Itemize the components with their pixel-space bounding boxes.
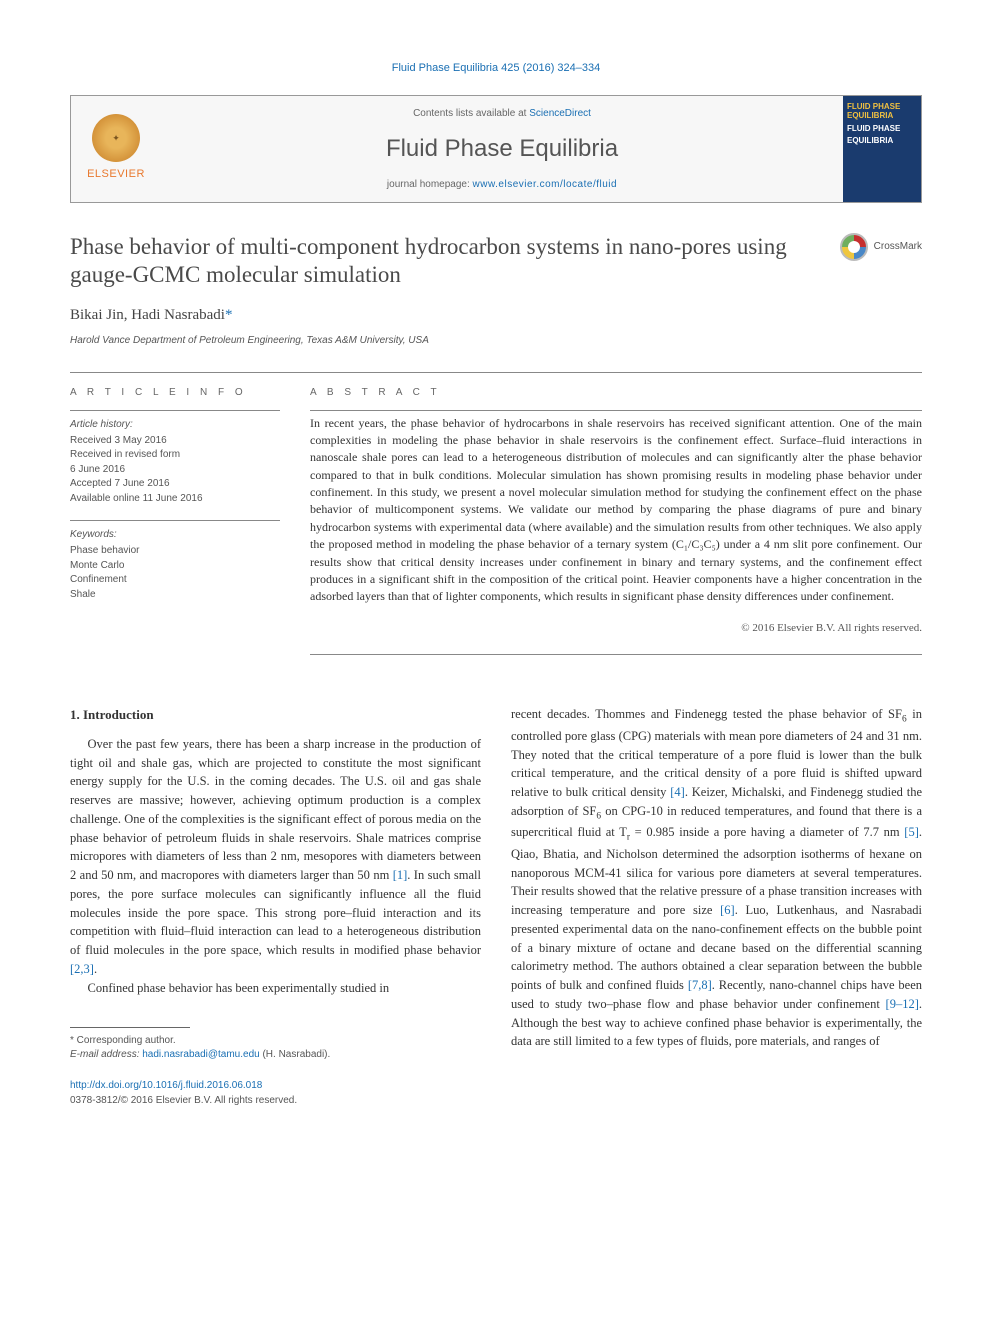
body-run: = 0.985 inside a pore having a diameter … bbox=[630, 825, 904, 839]
cover-line: FLUID PHASE bbox=[847, 124, 917, 134]
issn-copyright: 0378-3812/© 2016 Elsevier B.V. All right… bbox=[70, 1093, 922, 1108]
ref-link[interactable]: [7,8] bbox=[688, 978, 712, 992]
author: Hadi Nasrabadi bbox=[131, 307, 225, 323]
ref-link[interactable]: [6] bbox=[720, 903, 735, 917]
corresponding-mark[interactable]: * bbox=[225, 307, 233, 323]
ref-link[interactable]: [9–12] bbox=[886, 997, 919, 1011]
section-heading: 1. Introduction bbox=[70, 705, 481, 725]
contents-prefix: Contents lists available at bbox=[413, 108, 529, 119]
affiliation: Harold Vance Department of Petroleum Eng… bbox=[70, 333, 922, 348]
footnote-separator bbox=[70, 1027, 190, 1028]
homepage-line: journal homepage: www.elsevier.com/locat… bbox=[387, 177, 617, 192]
history-item: 6 June 2016 bbox=[70, 463, 280, 478]
cover-line: EQUILIBRIA bbox=[847, 136, 917, 146]
cover-line: EQUILIBRIA bbox=[847, 111, 917, 121]
article-title: Phase behavior of multi-component hydroc… bbox=[70, 233, 790, 291]
corresponding-author-note: * Corresponding author. bbox=[70, 1034, 481, 1048]
divider bbox=[310, 654, 922, 655]
keyword: Phase behavior bbox=[70, 544, 280, 559]
citation-bar: Fluid Phase Equilibria 425 (2016) 324–33… bbox=[70, 60, 922, 77]
abstract-copyright: © 2016 Elsevier B.V. All rights reserved… bbox=[310, 620, 922, 637]
crossmark-icon bbox=[840, 233, 868, 261]
body-paragraph: recent decades. Thommes and Findenegg te… bbox=[511, 705, 922, 1051]
ref-link[interactable]: [1] bbox=[393, 868, 408, 882]
sciencedirect-link[interactable]: ScienceDirect bbox=[529, 108, 591, 119]
header-center: Contents lists available at ScienceDirec… bbox=[161, 96, 843, 202]
history-item: Received 3 May 2016 bbox=[70, 434, 280, 449]
keywords-head: Keywords: bbox=[70, 527, 280, 542]
history-item: Accepted 7 June 2016 bbox=[70, 477, 280, 492]
keywords-block: Keywords: Phase behavior Monte Carlo Con… bbox=[70, 520, 280, 602]
author-list: Bikai Jin, Hadi Nasrabadi* bbox=[70, 304, 922, 327]
publisher-name: ELSEVIER bbox=[87, 166, 145, 183]
article-info-column: A R T I C L E I N F O Article history: R… bbox=[70, 373, 280, 656]
author-email-link[interactable]: hadi.nasrabadi@tamu.edu bbox=[142, 1049, 259, 1060]
publisher-logo: ✦ ELSEVIER bbox=[71, 96, 161, 202]
journal-name: Fluid Phase Equilibria bbox=[386, 131, 618, 167]
body-paragraph: Over the past few years, there has been … bbox=[70, 735, 481, 979]
abstract-column: A B S T R A C T In recent years, the pha… bbox=[310, 373, 922, 656]
keyword: Confinement bbox=[70, 573, 280, 588]
cover-line: FLUID PHASE bbox=[847, 102, 917, 112]
body-run: recent decades. Thommes and Findenegg te… bbox=[511, 707, 902, 721]
history-head: Article history: bbox=[70, 417, 280, 432]
body-run: Over the past few years, there has been … bbox=[70, 737, 481, 882]
ref-link[interactable]: [5] bbox=[904, 825, 919, 839]
article-info-label: A R T I C L E I N F O bbox=[70, 373, 280, 410]
homepage-link[interactable]: www.elsevier.com/locate/fluid bbox=[473, 179, 618, 190]
ref-link[interactable]: [2,3] bbox=[70, 962, 94, 976]
crossmark-label: CrossMark bbox=[874, 239, 922, 254]
history-item: Received in revised form bbox=[70, 448, 280, 463]
doi-link[interactable]: http://dx.doi.org/10.1016/j.fluid.2016.0… bbox=[70, 1080, 262, 1091]
email-label: E-mail address: bbox=[70, 1049, 142, 1060]
author: Bikai Jin bbox=[70, 307, 124, 323]
abstract-text: In recent years, the phase behavior of h… bbox=[310, 411, 922, 606]
history-item: Available online 11 June 2016 bbox=[70, 492, 280, 507]
crossmark-badge[interactable]: CrossMark bbox=[840, 233, 922, 261]
ref-link[interactable]: [4] bbox=[670, 785, 685, 799]
body-run: . bbox=[94, 962, 97, 976]
journal-header: ✦ ELSEVIER Contents lists available at S… bbox=[70, 95, 922, 203]
keyword: Shale bbox=[70, 588, 280, 603]
article-history: Article history: Received 3 May 2016 Rec… bbox=[70, 410, 280, 507]
abstract-label: A B S T R A C T bbox=[310, 373, 922, 410]
homepage-prefix: journal homepage: bbox=[387, 179, 473, 190]
body-text: 1. Introduction Over the past few years,… bbox=[70, 705, 922, 1062]
email-suffix: (H. Nasrabadi). bbox=[260, 1049, 331, 1060]
elsevier-tree-icon: ✦ bbox=[92, 114, 140, 162]
contents-available-line: Contents lists available at ScienceDirec… bbox=[413, 106, 591, 121]
page-footer: http://dx.doi.org/10.1016/j.fluid.2016.0… bbox=[70, 1078, 922, 1108]
email-footnote: E-mail address: hadi.nasrabadi@tamu.edu … bbox=[70, 1048, 481, 1062]
journal-cover-thumb: FLUID PHASE EQUILIBRIA FLUID PHASE EQUIL… bbox=[843, 96, 921, 202]
keyword: Monte Carlo bbox=[70, 559, 280, 574]
body-paragraph: Confined phase behavior has been experim… bbox=[70, 979, 481, 998]
